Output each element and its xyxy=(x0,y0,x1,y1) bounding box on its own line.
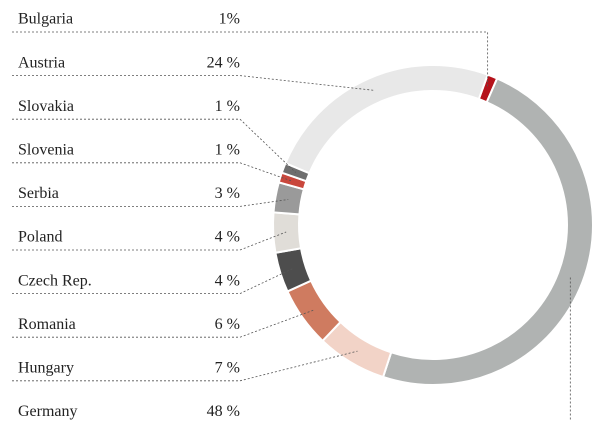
category-label: Poland xyxy=(18,229,62,246)
category-label: Czech Rep. xyxy=(18,272,92,289)
category-label: Serbia xyxy=(18,185,59,202)
leader-line xyxy=(12,118,296,173)
category-label: Romania xyxy=(18,316,76,333)
leader-line xyxy=(12,162,293,182)
leader-line xyxy=(12,75,375,91)
value-label: 7 % xyxy=(215,359,240,376)
value-label: 1% xyxy=(219,11,240,28)
value-label: 4 % xyxy=(215,229,240,246)
value-label: 1 % xyxy=(215,98,240,115)
leader-line xyxy=(12,231,287,251)
category-label: Slovakia xyxy=(18,98,74,115)
leader-line xyxy=(12,350,358,382)
donut-segment xyxy=(272,211,303,254)
value-label: 4 % xyxy=(215,272,240,289)
value-label: 1 % xyxy=(215,141,240,158)
leader-line xyxy=(12,31,489,89)
category-label: Slovenia xyxy=(18,141,74,158)
value-label: 6 % xyxy=(215,316,240,333)
category-label: Germany xyxy=(18,403,78,420)
leader-line xyxy=(12,199,289,207)
category-label: Austria xyxy=(18,54,65,71)
category-label: Hungary xyxy=(18,359,74,376)
leader-line xyxy=(12,309,314,338)
category-label: Bulgaria xyxy=(18,11,73,28)
value-label: 48 % xyxy=(207,403,240,420)
leader-line xyxy=(12,268,293,294)
value-label: 3 % xyxy=(215,185,240,202)
donut-segment xyxy=(381,77,594,386)
donut-segment xyxy=(286,279,342,343)
value-label: 24 % xyxy=(207,54,240,71)
donut-segment xyxy=(284,64,490,175)
